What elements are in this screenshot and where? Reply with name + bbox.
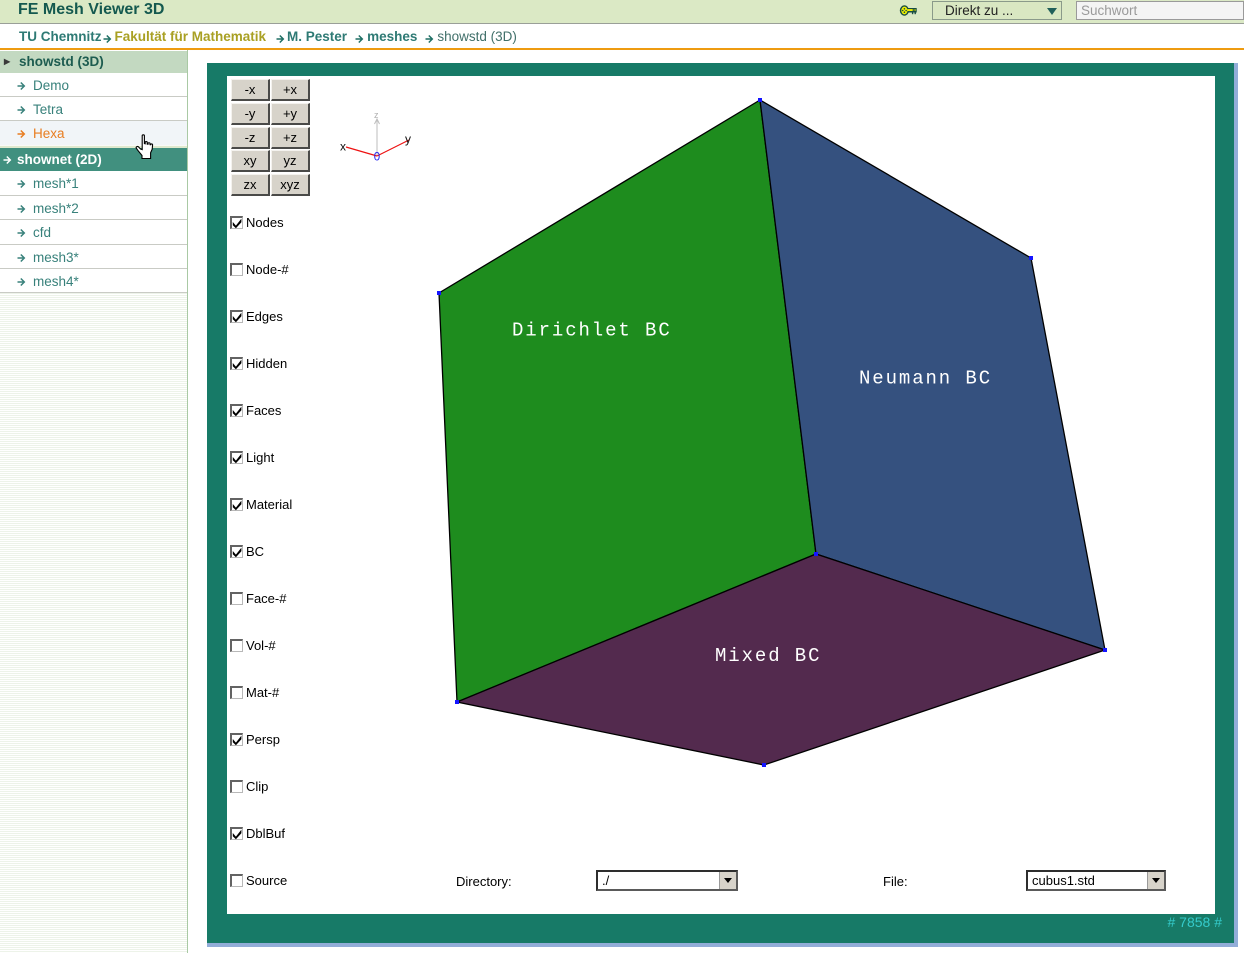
- svg-text:y: y: [405, 132, 411, 146]
- svg-text:Mixed BC: Mixed BC: [715, 645, 821, 667]
- svg-text:z: z: [374, 110, 379, 120]
- svg-text:Neumann BC: Neumann BC: [859, 368, 992, 390]
- svg-text:x: x: [340, 140, 346, 154]
- svg-text:Dirichlet BC: Dirichlet BC: [512, 320, 672, 342]
- svg-text:0: 0: [374, 152, 380, 164]
